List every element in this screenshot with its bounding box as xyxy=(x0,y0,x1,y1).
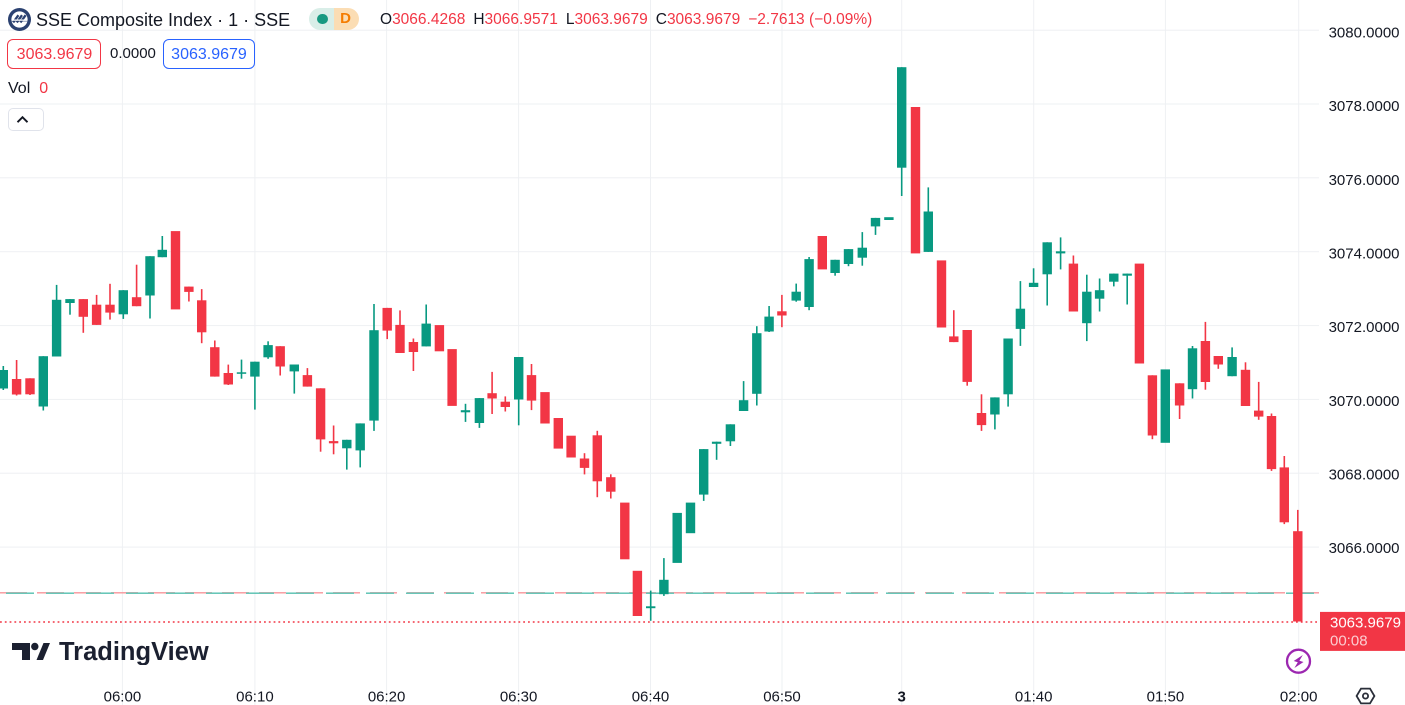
svg-text:3080.0000: 3080.0000 xyxy=(1329,25,1400,42)
svg-text:06:20: 06:20 xyxy=(368,688,406,705)
svg-text:06:00: 06:00 xyxy=(104,688,142,705)
svg-text:3072.0000: 3072.0000 xyxy=(1329,319,1400,336)
svg-text:3063.9679: 3063.9679 xyxy=(1330,614,1401,631)
svg-text:3074.0000: 3074.0000 xyxy=(1329,246,1400,263)
svg-text:06:40: 06:40 xyxy=(632,688,670,705)
svg-text:3: 3 xyxy=(898,688,906,705)
svg-text:06:10: 06:10 xyxy=(236,688,274,705)
svg-text:TradingView: TradingView xyxy=(59,641,209,665)
svg-text:06:30: 06:30 xyxy=(500,688,538,705)
svg-text:3078.0000: 3078.0000 xyxy=(1329,98,1400,115)
svg-text:02:00: 02:00 xyxy=(1280,688,1318,705)
svg-text:01:50: 01:50 xyxy=(1147,688,1185,705)
svg-text:3076.0000: 3076.0000 xyxy=(1329,172,1400,189)
svg-text:3070.0000: 3070.0000 xyxy=(1329,393,1400,410)
svg-text:00:08: 00:08 xyxy=(1330,632,1368,649)
svg-text:3068.0000: 3068.0000 xyxy=(1329,467,1400,484)
svg-text:3066.0000: 3066.0000 xyxy=(1329,540,1400,557)
svg-text:01:40: 01:40 xyxy=(1015,688,1053,705)
svg-text:06:50: 06:50 xyxy=(763,688,801,705)
